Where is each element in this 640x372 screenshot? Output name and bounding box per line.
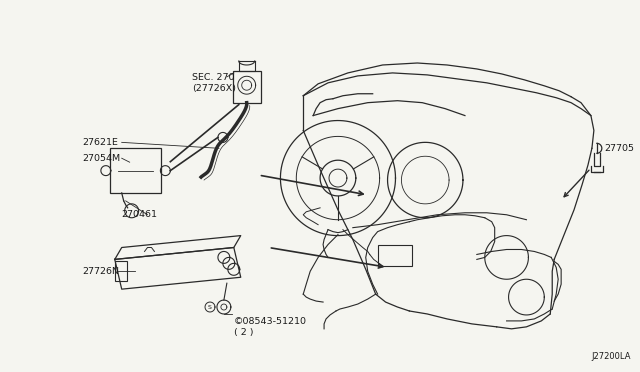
Bar: [233, 71, 260, 103]
Text: ©08543-51210
( 2 ): ©08543-51210 ( 2 ): [234, 317, 307, 337]
Text: J27200LA: J27200LA: [591, 352, 630, 360]
Text: 27621E: 27621E: [82, 138, 118, 147]
Bar: [110, 148, 161, 193]
Text: 27705: 27705: [604, 144, 634, 153]
Bar: [378, 244, 412, 266]
Text: S: S: [208, 305, 212, 310]
Text: 27726N: 27726N: [82, 267, 119, 276]
Text: 27054M: 27054M: [82, 154, 120, 163]
Text: 270461: 270461: [122, 210, 157, 219]
Bar: [115, 262, 127, 281]
Text: SEC. 270
(27726X): SEC. 270 (27726X): [192, 73, 236, 93]
